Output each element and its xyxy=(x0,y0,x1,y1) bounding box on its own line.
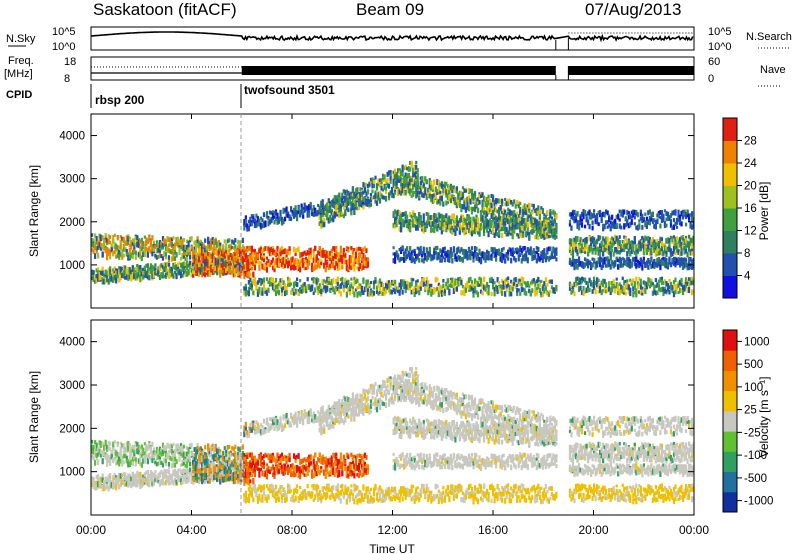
colorbar-tick: 500 xyxy=(744,359,763,371)
cpid-row: CPID rbsp 200 twofsound 3501 xyxy=(6,83,335,108)
date-title: 07/Aug/2013 xyxy=(585,0,681,19)
x-tick-label: 16:00 xyxy=(478,523,508,537)
cpid-segment-1: rbsp 200 xyxy=(95,93,145,107)
colorbar-swatch xyxy=(723,163,737,186)
station-title: Saskatoon (fitACF) xyxy=(93,0,237,19)
colorbar-tick: 4 xyxy=(744,271,751,283)
colorbar-tick: 16 xyxy=(744,203,757,215)
cpid-segment-2: twofsound 3501 xyxy=(244,83,335,97)
freq-panel: Freq. [MHz] 18 8 60 0 Nave xyxy=(4,55,786,87)
freq-label: Freq. xyxy=(8,55,34,67)
nsky-panel: N.Sky 10^5 10^0 10^5 10^0 N.Search xyxy=(6,26,792,53)
velocity-panel: 1000 2000 3000 4000 Slant Range [km] xyxy=(27,319,695,516)
colorbar-swatch xyxy=(723,410,737,432)
nsky-label: N.Sky xyxy=(6,33,36,45)
colorbar-tick: 20 xyxy=(744,181,757,193)
colorbar-swatch xyxy=(723,451,737,473)
freq-unit: [MHz] xyxy=(4,68,33,80)
power-ylabel: Slant Range [km] xyxy=(27,165,41,257)
time-axis: 00:00 04:00 08:00 12:00 16:00 20:00 00:00 xyxy=(76,114,709,537)
colorbar-swatch xyxy=(723,275,737,299)
colorbar-swatch xyxy=(723,185,737,209)
y-tick-label: 1000 xyxy=(59,467,85,479)
nave-tick-top: 60 xyxy=(708,56,720,68)
x-tick-label: 12:00 xyxy=(377,523,407,537)
colorbar-tick: -100 xyxy=(744,450,767,462)
colorbar-tick: 1000 xyxy=(744,336,770,348)
colorbar-tick: 24 xyxy=(744,158,757,170)
colorbar-swatch xyxy=(723,431,737,452)
colorbar-swatch xyxy=(723,253,737,276)
velocity-ylabel: Slant Range [km] xyxy=(27,371,41,463)
nsky-tick-bottom: 10^0 xyxy=(52,41,76,53)
x-tick-label: 04:00 xyxy=(176,523,206,537)
power-panel: 1000 2000 3000 4000 Slant Range [km] xyxy=(27,113,695,309)
colorbar-swatch xyxy=(723,471,737,493)
y-tick-label: 2000 xyxy=(59,423,85,435)
power-colorbar: 4 8 12 16 20 24 28 xyxy=(722,117,757,299)
power-colorbar-label: Power [dB] xyxy=(757,182,771,241)
beam-title: Beam 09 xyxy=(356,0,424,19)
y-tick-label: 3000 xyxy=(59,174,85,186)
nave-tick-bottom: 0 xyxy=(708,73,714,85)
x-tick-label: 00:00 xyxy=(679,523,709,537)
nsky-tick-top: 10^5 xyxy=(52,26,76,38)
y-tick-label: 4000 xyxy=(59,131,85,143)
velocity-colorbar: 1000 500 100 25 -25 -100 -500 -1000 xyxy=(722,329,773,513)
x-tick-label: 08:00 xyxy=(277,523,307,537)
colorbar-swatch xyxy=(723,140,737,164)
y-tick-label: 2000 xyxy=(59,217,85,229)
time-axis-label: Time UT xyxy=(369,542,415,554)
colorbar-tick: 12 xyxy=(744,226,757,238)
freq-tick-top: 18 xyxy=(64,56,76,68)
cpid-label: CPID xyxy=(6,89,32,101)
velocity-colorbar-label: Velocity [m s⁻¹] xyxy=(757,376,771,457)
nsearch-tick-bottom: 10^0 xyxy=(708,41,732,53)
colorbar-tick: 25 xyxy=(744,405,757,417)
colorbar-swatch xyxy=(723,491,737,513)
nsearch-label: N.Search xyxy=(746,31,792,43)
colorbar-tick: -25 xyxy=(744,427,761,439)
y-tick-label: 1000 xyxy=(59,260,85,272)
x-tick-label: 20:00 xyxy=(578,523,608,537)
colorbar-swatch xyxy=(723,330,737,351)
nsearch-tick-top: 10^5 xyxy=(708,26,732,38)
y-tick-label: 4000 xyxy=(59,337,85,349)
colorbar-swatch xyxy=(723,230,737,254)
colorbar-swatch xyxy=(723,208,737,231)
colorbar-tick: 8 xyxy=(744,248,750,260)
colorbar-swatch xyxy=(723,370,737,392)
colorbar-tick: -500 xyxy=(744,473,767,485)
colorbar-swatch xyxy=(723,118,737,141)
colorbar-swatch xyxy=(723,350,737,371)
y-tick-label: 3000 xyxy=(59,380,85,392)
x-tick-label: 00:00 xyxy=(76,523,106,537)
colorbar-tick: -1000 xyxy=(744,496,773,508)
colorbar-swatch xyxy=(723,390,737,412)
colorbar-tick: 100 xyxy=(744,382,763,394)
colorbar-tick: 28 xyxy=(744,136,757,148)
freq-tick-bottom: 8 xyxy=(64,73,70,85)
nave-label: Nave xyxy=(760,64,786,76)
